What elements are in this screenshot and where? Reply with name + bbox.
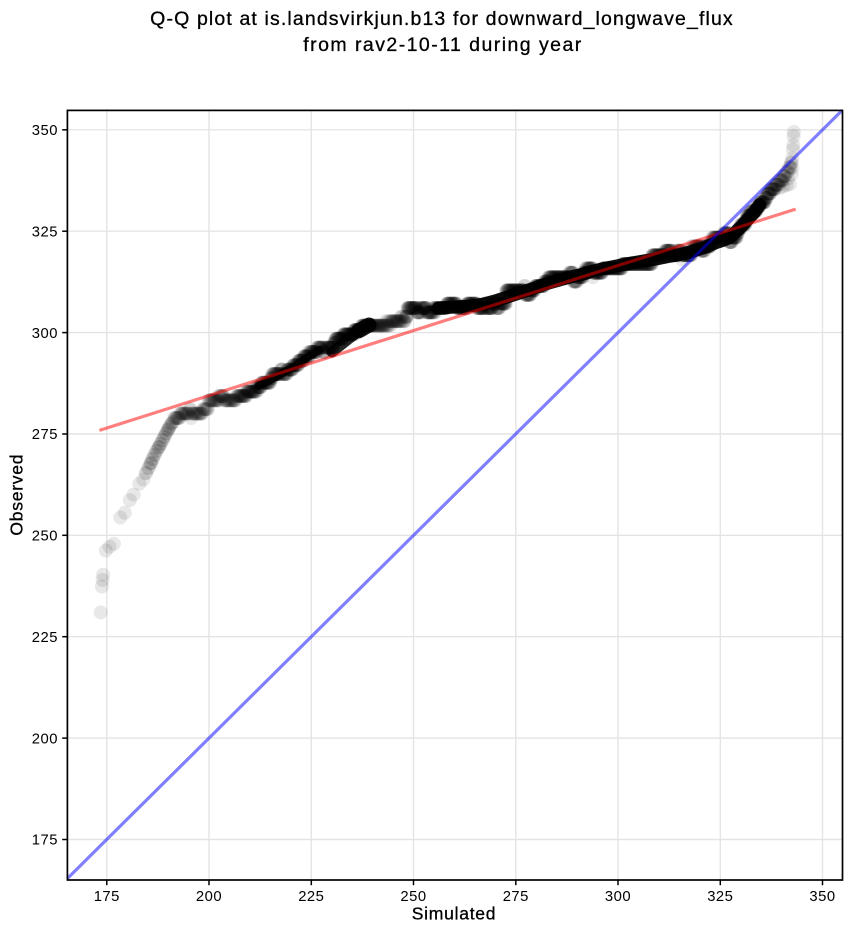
svg-text:225: 225 — [32, 630, 58, 646]
svg-text:300: 300 — [32, 326, 58, 342]
svg-text:350: 350 — [32, 123, 58, 139]
svg-text:350: 350 — [809, 889, 835, 905]
svg-text:325: 325 — [32, 224, 58, 240]
svg-text:200: 200 — [32, 731, 58, 747]
svg-text:300: 300 — [605, 889, 631, 905]
svg-text:275: 275 — [32, 427, 58, 443]
svg-text:275: 275 — [503, 889, 529, 905]
svg-text:325: 325 — [707, 889, 733, 905]
svg-text:Q-Q plot at is.landsvirkjun.b1: Q-Q plot at is.landsvirkjun.b13 for down… — [150, 8, 734, 30]
svg-text:200: 200 — [196, 889, 222, 905]
svg-text:Observed: Observed — [6, 454, 26, 536]
svg-text:225: 225 — [298, 889, 324, 905]
svg-text:Simulated: Simulated — [412, 904, 497, 924]
svg-text:175: 175 — [32, 833, 58, 849]
svg-text:from rav2-10-11 during year: from rav2-10-11 during year — [303, 34, 582, 56]
svg-text:250: 250 — [400, 889, 426, 905]
svg-text:175: 175 — [94, 889, 120, 905]
svg-text:250: 250 — [32, 529, 58, 545]
